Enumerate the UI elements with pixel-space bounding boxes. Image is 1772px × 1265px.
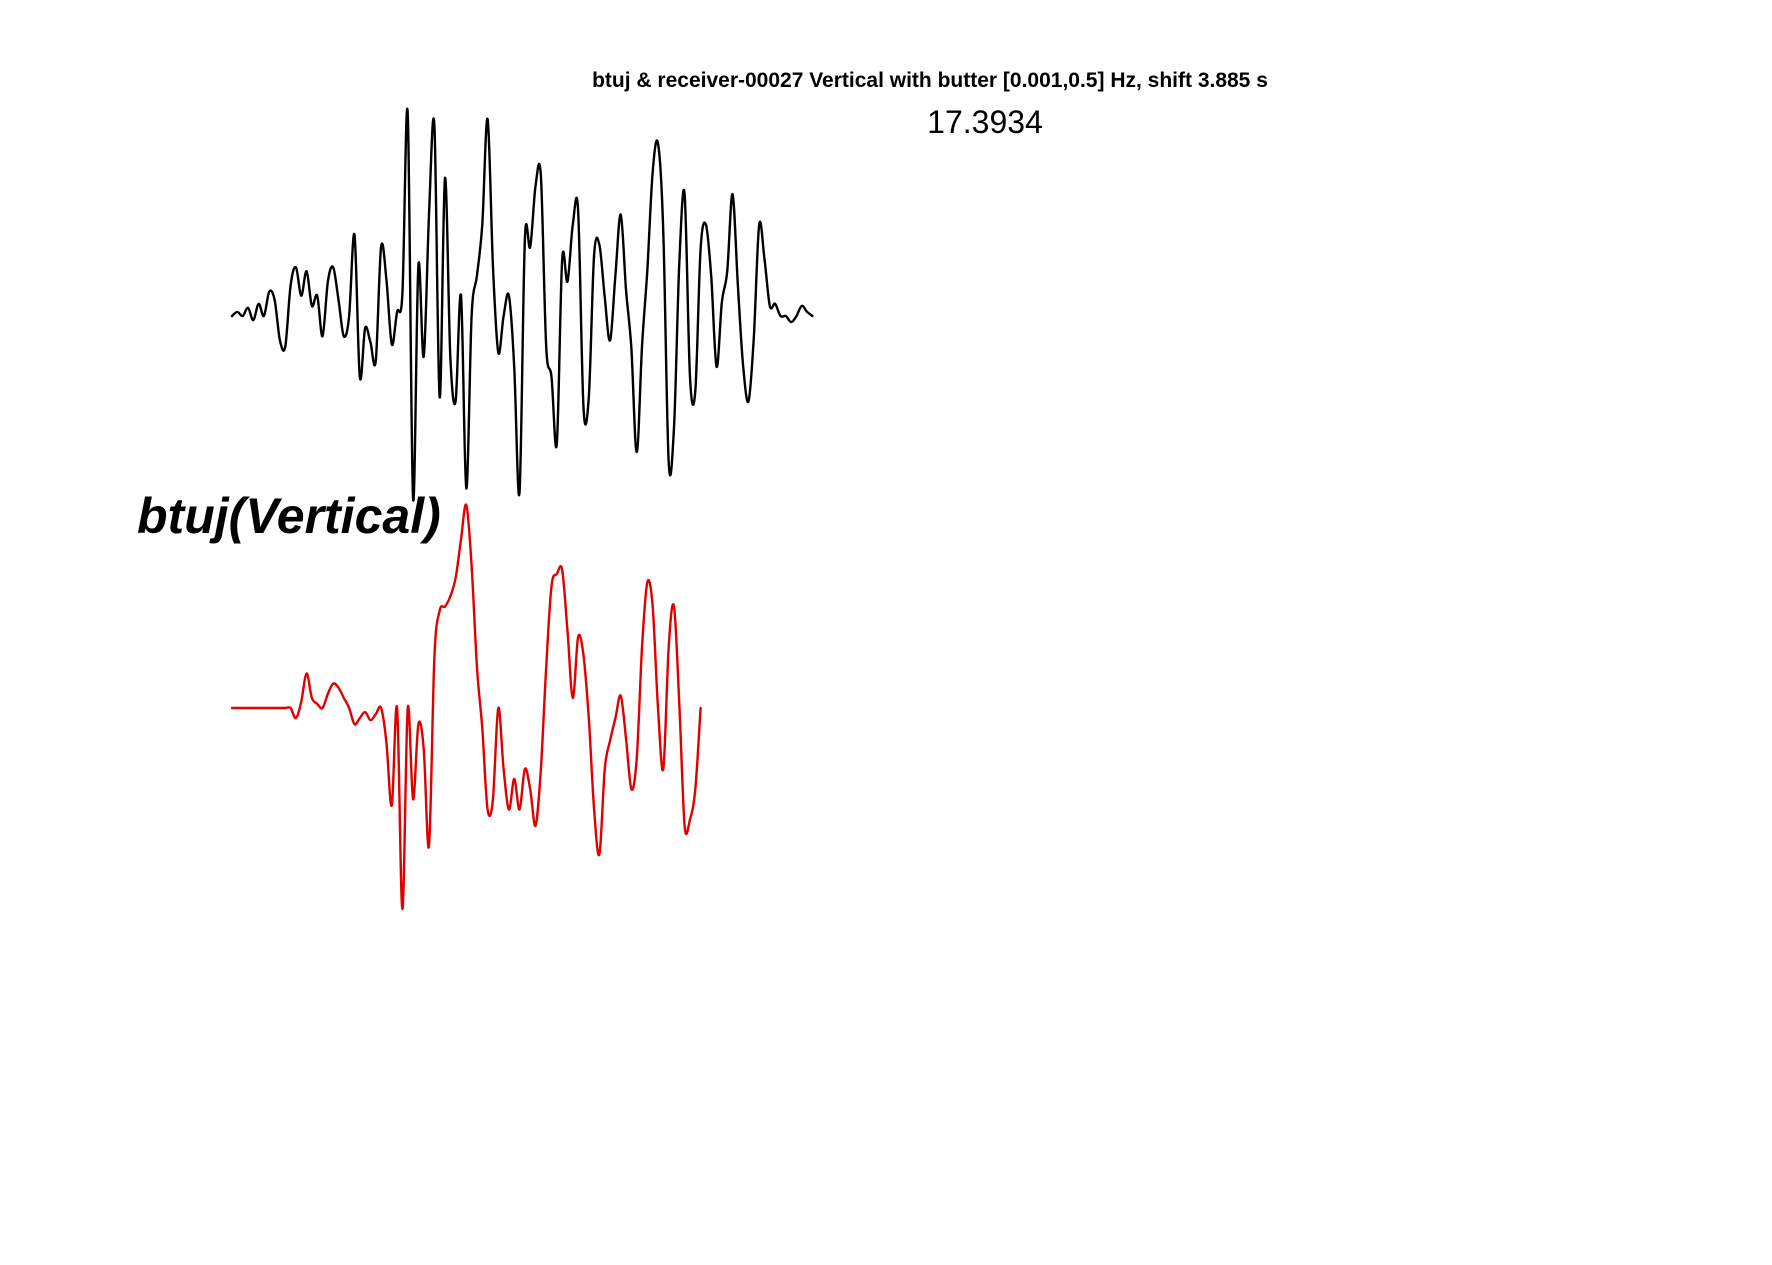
trace-observed — [230, 503, 702, 911]
trace-synthetic — [230, 107, 814, 502]
trace-group — [230, 107, 814, 911]
chart-title: btuj & receiver-00027 Vertical with butt… — [592, 69, 1268, 92]
station-label: btuj(Vertical) — [137, 488, 441, 544]
annotation-value: 17.3934 — [927, 104, 1043, 140]
